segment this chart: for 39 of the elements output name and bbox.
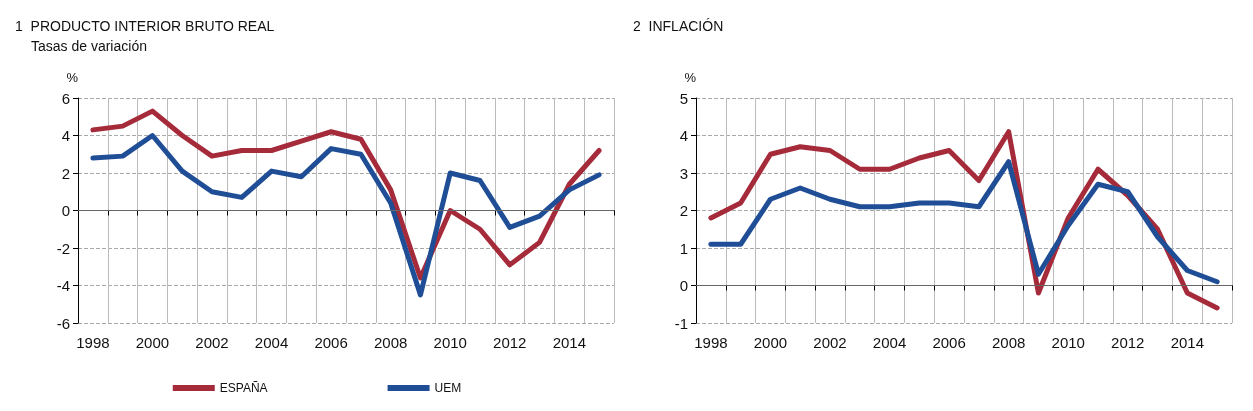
x-tick-label: 2000 [135, 334, 170, 351]
y-tick-label: 3 [679, 164, 688, 182]
x-tick-label: 2012 [1111, 334, 1145, 351]
chart-title: 2 INFLACIÓN [633, 18, 724, 34]
x-tick-label: 2004 [872, 334, 907, 351]
y-axis-title: % [684, 70, 697, 85]
x-tick-label: 2014 [1170, 334, 1205, 351]
x-tick-label: 2010 [433, 334, 467, 351]
y-tick-label: -6 [56, 314, 70, 332]
y-axis-title: % [66, 70, 79, 85]
y-tick-label: 1 [679, 239, 688, 257]
y-tick-label: 6 [61, 89, 70, 107]
x-tick-label: 2008 [991, 334, 1026, 351]
y-tick-label: -1 [674, 314, 688, 332]
x-tick-label: 2004 [254, 334, 289, 351]
y-tick-label: 5 [679, 89, 688, 107]
y-tick-label: 2 [679, 202, 688, 219]
x-tick-label: 2006 [932, 334, 966, 351]
legend-label: UEM [434, 381, 462, 395]
chart-subtitle: Tasas de variación [31, 38, 147, 54]
y-tick-label: 4 [61, 127, 70, 144]
x-tick-label: 1998 [694, 334, 728, 351]
x-tick-label: 2000 [753, 334, 788, 351]
x-tick-label: 2002 [195, 334, 229, 351]
x-tick-label: 2010 [1051, 334, 1085, 351]
y-tick-label: 0 [679, 277, 688, 294]
x-tick-label: 2012 [493, 334, 527, 351]
x-tick-label: 2002 [813, 334, 847, 351]
chart-title: 1 PRODUCTO INTERIOR BRUTO REAL [15, 18, 275, 34]
y-tick-label: 0 [61, 202, 70, 219]
y-tick-label: 4 [679, 127, 688, 144]
x-tick-label: 2014 [552, 334, 587, 351]
legend-label: ESPAÑA [219, 381, 268, 395]
y-tick-label: 2 [61, 164, 70, 182]
x-tick-label: 2006 [314, 334, 348, 351]
y-tick-label: -4 [56, 277, 70, 294]
y-tick-label: -2 [56, 239, 70, 257]
x-tick-label: 1998 [76, 334, 110, 351]
x-tick-label: 2008 [373, 334, 408, 351]
